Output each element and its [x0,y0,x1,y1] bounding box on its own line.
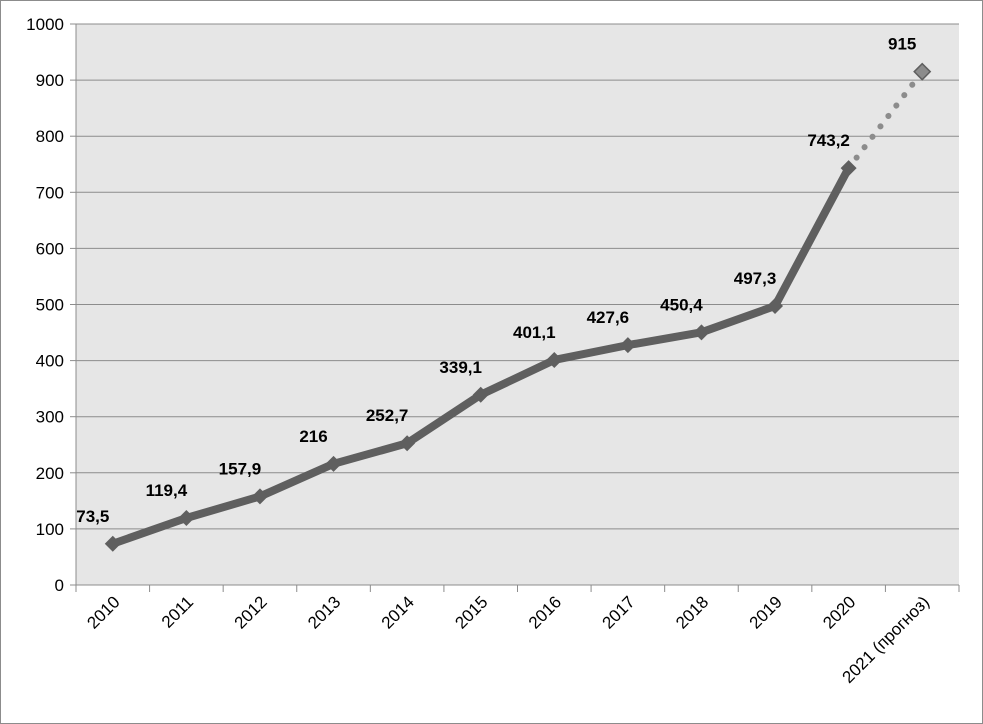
y-tick-label: 200 [36,464,64,483]
x-tick-label: 2011 [158,592,197,631]
y-tick-label: 900 [36,71,64,90]
x-tick-label: 2016 [525,592,565,632]
data-point [693,324,710,341]
data-point [840,160,857,177]
data-label: 157,9 [219,459,262,478]
x-tick-label: 2019 [746,592,786,632]
x-tick-label: 2012 [231,592,271,632]
y-axis-tick-labels: 0 100 200 300 400 500 600 700 800 900 1000 [26,15,64,595]
data-label: 339,1 [439,358,482,377]
data-label: 743,2 [807,131,850,150]
data-label: 497,3 [734,269,777,288]
data-label: 252,7 [366,406,409,425]
data-label: 401,1 [513,323,556,342]
x-tick-label: 2017 [599,592,639,632]
data-markers [104,62,932,552]
y-tick-label: 300 [36,408,64,427]
x-tick-label: 2020 [819,592,859,632]
y-tick-label: 400 [36,352,64,371]
data-label: 427,6 [587,308,630,327]
y-tick-label: 100 [36,520,64,539]
y-tick-label: 600 [36,239,64,258]
data-label: 216 [299,427,327,446]
data-point [546,351,563,368]
gridlines [70,23,959,586]
data-point [104,535,121,552]
data-label: 119,4 [146,481,188,500]
y-tick-label: 700 [36,183,64,202]
y-tick-label: 500 [36,296,64,315]
x-tick-label: 2014 [378,592,418,632]
y-tick-label: 1000 [26,15,64,34]
y-tick-label: 800 [36,127,64,146]
data-point [472,386,489,403]
data-point [325,455,342,472]
x-tick-label: 2018 [672,592,712,632]
data-label: 915 [888,35,916,54]
axes [75,24,960,592]
data-label: 73,5 [76,507,109,526]
x-tick-label: 2013 [304,592,344,632]
x-axis-tick-labels: 2010 2011 2012 2013 2014 2015 2016 2017 2018 2019… [83,592,933,686]
data-point [399,435,416,452]
data-labels: 73,5 119,4 157,9 216 252,7 339,1 401,1 427,6 450… [76,35,916,526]
x-tick-label: 2010 [83,592,123,632]
data-point [619,337,636,354]
data-label: 450,4 [660,295,703,314]
x-tick-label: 2015 [451,592,491,632]
data-point [178,510,195,527]
data-point [251,488,268,505]
y-tick-label: 0 [55,576,64,595]
data-point [767,298,784,315]
data-point [913,62,932,81]
